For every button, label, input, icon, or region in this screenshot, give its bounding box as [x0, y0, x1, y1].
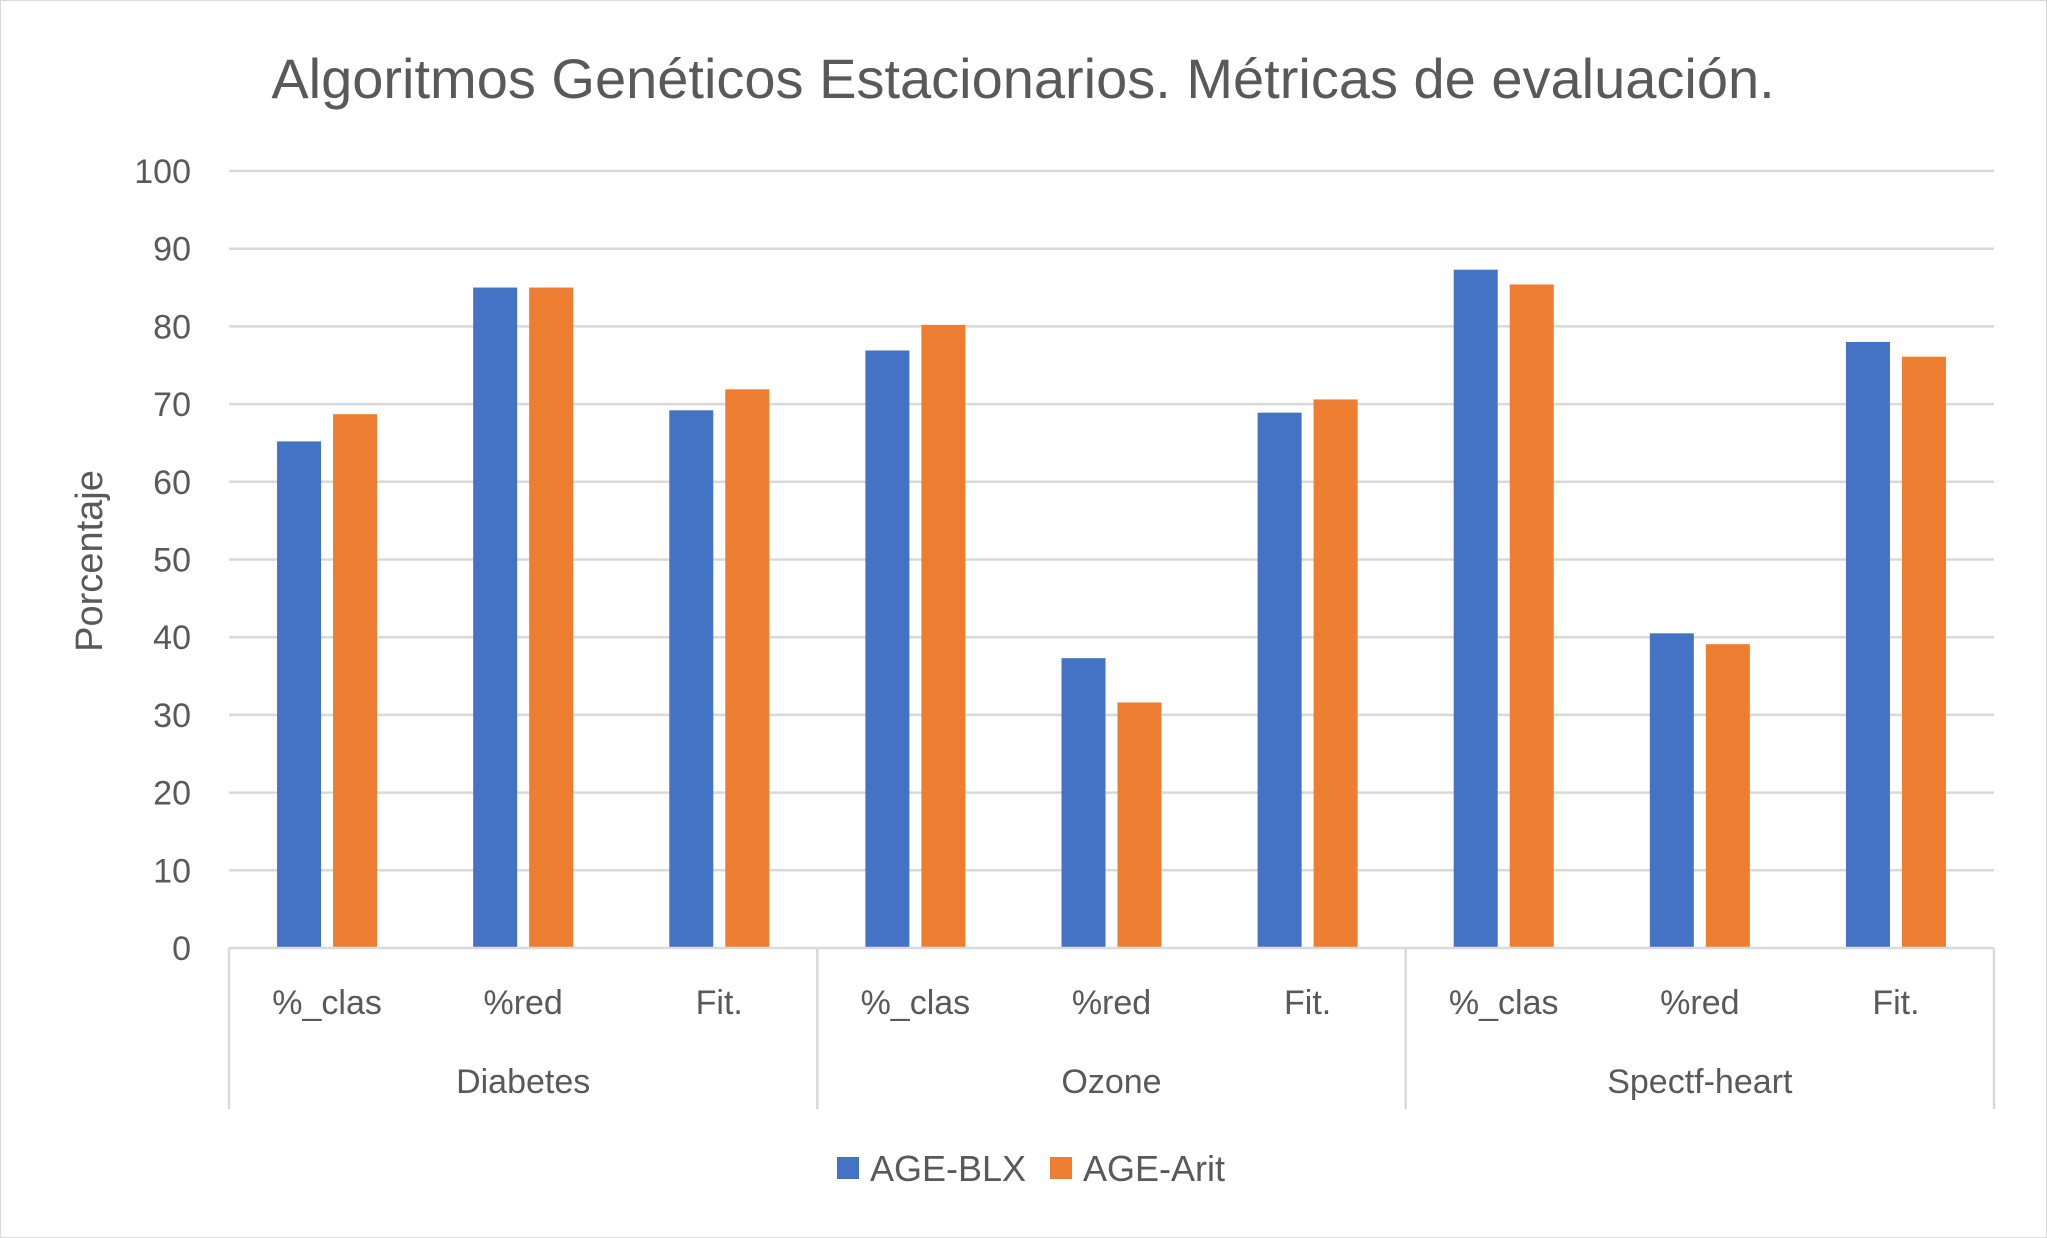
y-axis-ticks: 0 10 20 30 40 50 60 70 80 90 100: [134, 153, 191, 968]
x-tick-label: %_clas: [1449, 984, 1559, 1022]
x-group-label: Diabetes: [456, 1063, 590, 1101]
bar-age-blx: [669, 410, 714, 948]
bar-age-arit: [921, 324, 966, 948]
legend: AGE-BLX AGE-Arit: [837, 1148, 1225, 1189]
bar-age-blx: [1061, 658, 1106, 948]
legend-swatch: [1050, 1157, 1072, 1179]
x-tick-label: %red: [483, 984, 562, 1022]
x-tick-label: Fit.: [696, 984, 743, 1022]
y-tick-label: 0: [172, 930, 191, 968]
y-tick-label: 20: [153, 775, 191, 813]
bars: [277, 269, 1946, 949]
x-tick-label: Fit.: [1872, 984, 1919, 1022]
chart-title: Algoritmos Genéticos Estacionarios. Métr…: [271, 47, 1774, 110]
x-tick-label: %_clas: [272, 984, 382, 1022]
y-axis-label: Porcentaje: [69, 470, 111, 652]
bar-age-arit: [1705, 644, 1750, 948]
x-tick-label: Fit.: [1284, 984, 1331, 1022]
x-group-label: Spectf-heart: [1607, 1063, 1793, 1101]
bar-age-blx: [1649, 633, 1694, 948]
x-axis: %_clas %red Fit. Diabetes %_clas %red Fit. Ozon…: [227, 946, 1996, 1109]
bar-age-arit: [1901, 356, 1946, 948]
bar-age-blx: [473, 287, 518, 948]
y-tick-label: 80: [153, 308, 191, 346]
y-tick-label: 10: [153, 852, 191, 890]
x-tick-label: %red: [1072, 984, 1151, 1022]
bar-age-blx: [277, 441, 322, 948]
x-group-label: Ozone: [1061, 1063, 1161, 1101]
y-tick-label: 50: [153, 542, 191, 580]
bar-age-blx: [1845, 341, 1890, 948]
legend-label: AGE-Arit: [1083, 1148, 1225, 1189]
y-tick-label: 30: [153, 697, 191, 735]
bar-age-arit: [725, 389, 770, 948]
x-tick-label: %_clas: [861, 984, 971, 1022]
y-tick-label: 40: [153, 619, 191, 657]
bar-age-arit: [529, 287, 574, 948]
bar-age-arit: [1313, 399, 1358, 948]
bar-age-blx: [1453, 269, 1498, 949]
bar-age-blx: [865, 350, 910, 948]
bar-age-arit: [333, 414, 378, 948]
y-tick-label: 90: [153, 231, 191, 269]
x-tick-label: %red: [1660, 984, 1739, 1022]
y-tick-label: 70: [153, 386, 191, 424]
bar-age-arit: [1509, 284, 1554, 948]
bar-age-blx: [1257, 412, 1302, 949]
y-tick-label: 60: [153, 464, 191, 502]
y-tick-label: 100: [134, 153, 191, 191]
legend-swatch: [837, 1157, 859, 1179]
legend-label: AGE-BLX: [870, 1148, 1026, 1189]
gridlines: [229, 169, 1994, 872]
bar-age-arit: [1117, 702, 1162, 948]
